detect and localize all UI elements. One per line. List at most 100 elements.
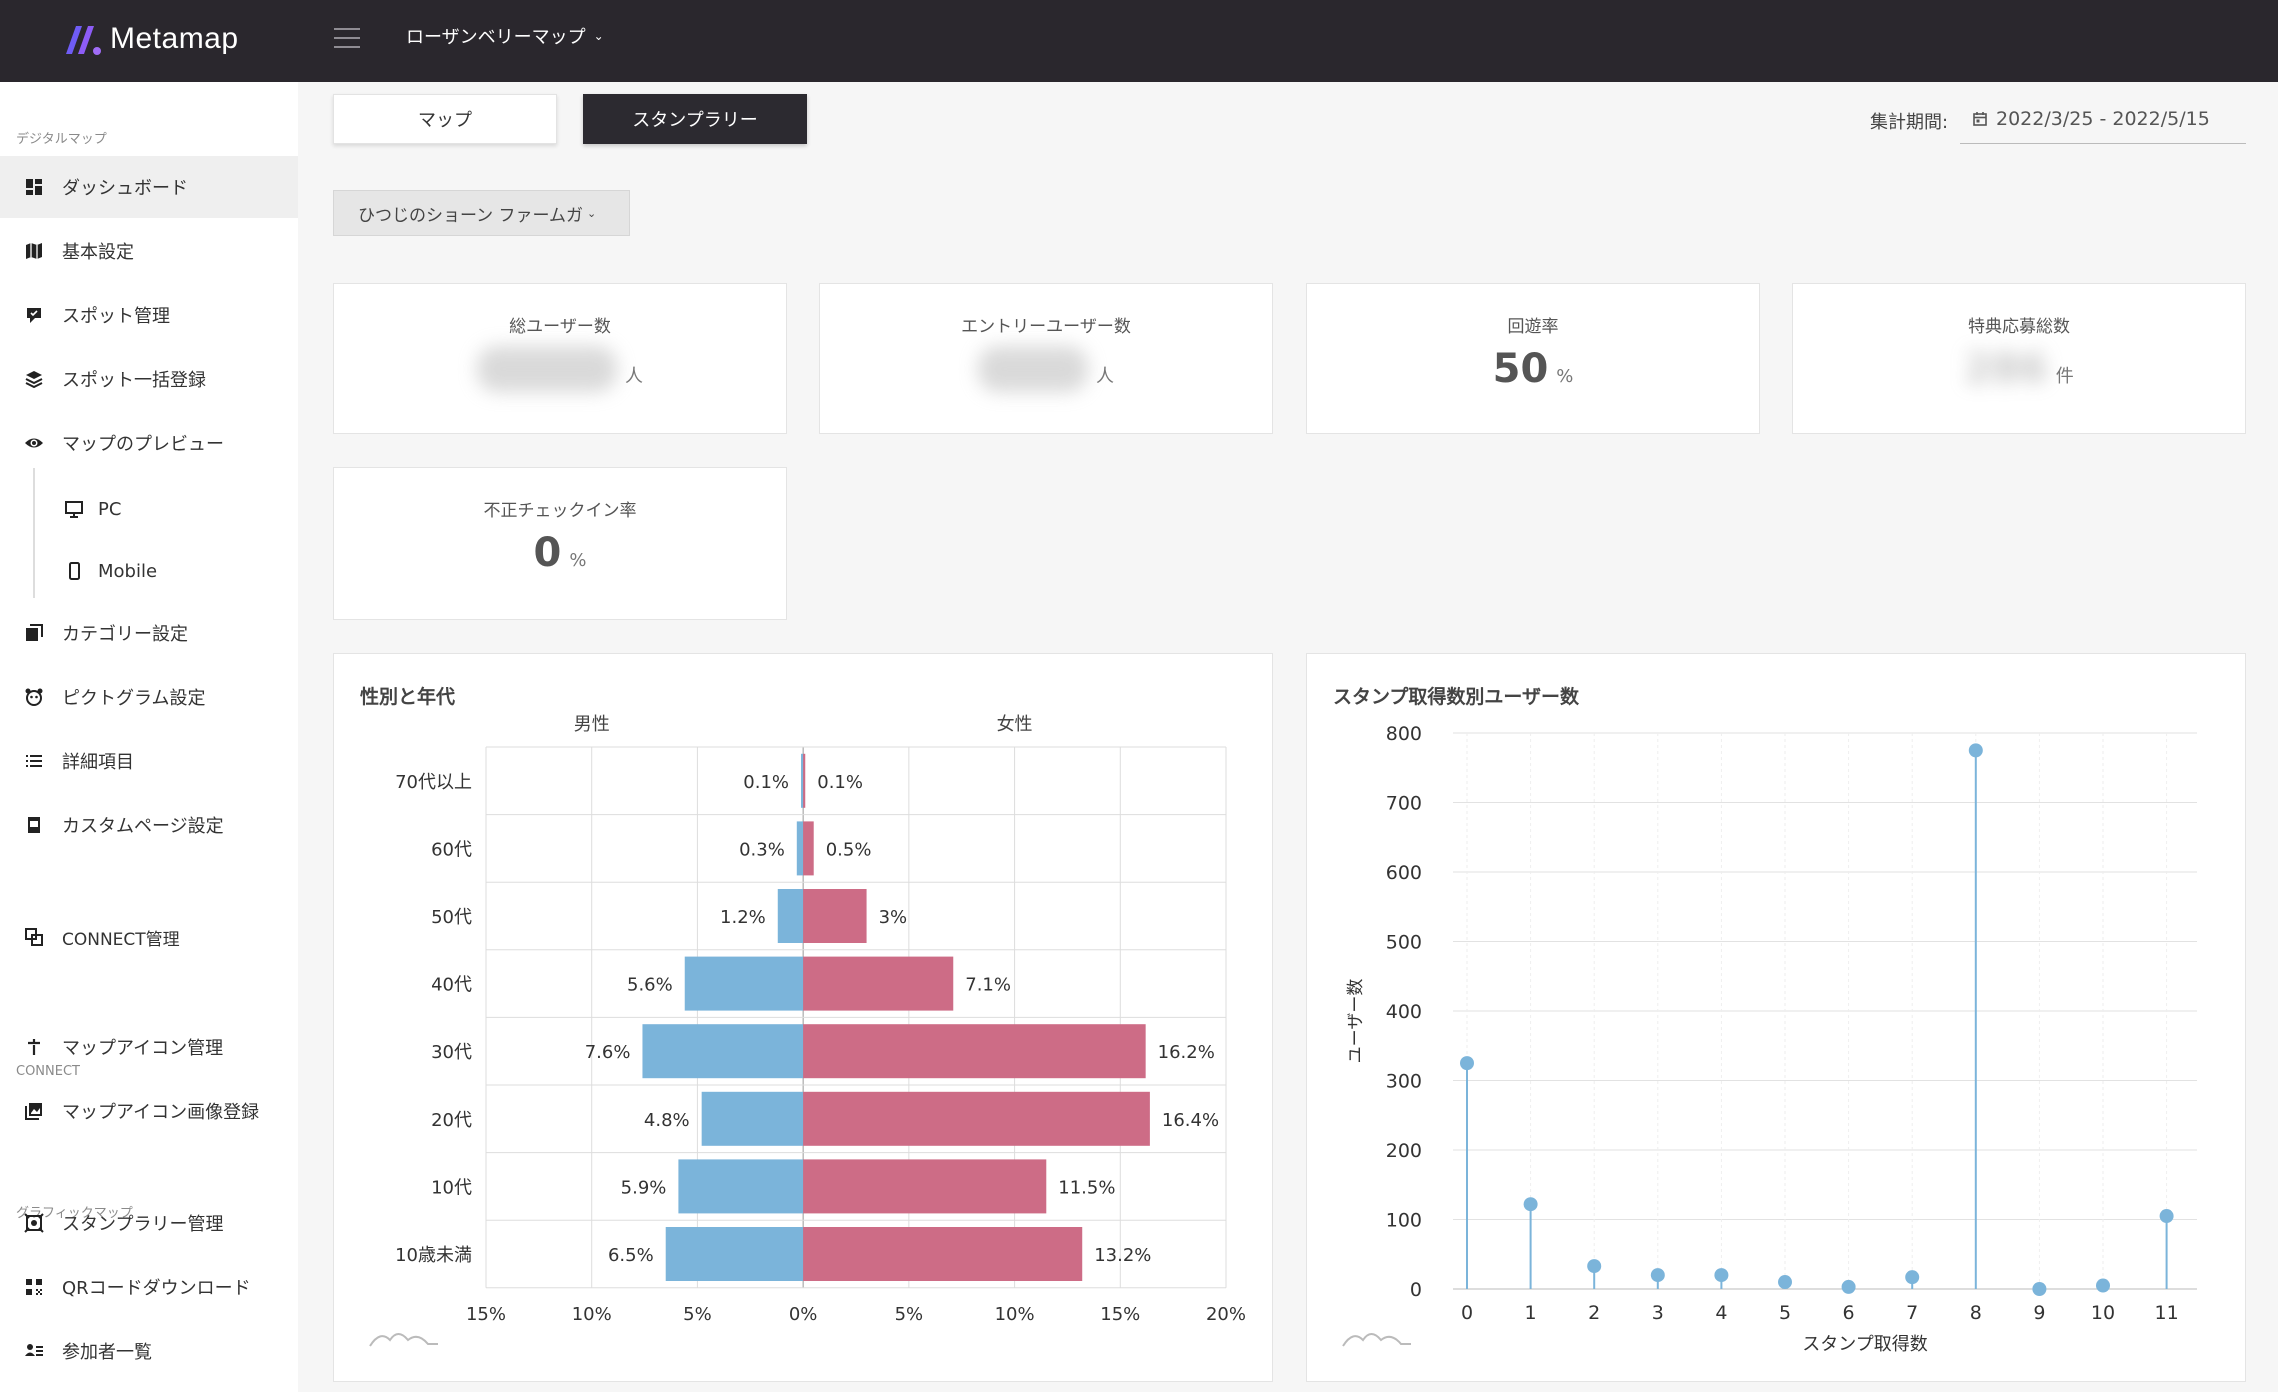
y-tick-label: 400 — [1386, 1001, 1422, 1023]
chevron-down-icon: ⌄ — [593, 29, 604, 43]
dashboard-icon — [22, 175, 46, 199]
bar-female — [803, 1024, 1146, 1079]
sidebar-item-qr[interactable]: QRコードダウンロード — [0, 1256, 298, 1318]
x-tick-label: 0% — [789, 1304, 818, 1325]
stat-unit: % — [1556, 366, 1574, 387]
data-label-male: 5.9% — [621, 1177, 667, 1198]
bar-male — [796, 821, 804, 876]
data-point — [1587, 1259, 1602, 1274]
submenu-guide-line — [33, 468, 35, 598]
gender-age-chart-card: 性別と年代 男性 女性 15% 10% 5% 0% 5% 10% 15% 20% 70代以上 0.1%… — [333, 653, 1273, 1382]
eye-icon — [22, 431, 46, 455]
sidebar-item-list[interactable]: 詳細項目 — [0, 730, 298, 792]
y-tick-label: 300 — [1386, 1071, 1422, 1093]
y-tick-label: 200 — [1386, 1140, 1422, 1162]
data-point — [1841, 1279, 1856, 1294]
sidebar-item-dashboard[interactable]: ダッシュボード — [0, 156, 298, 218]
chart-watermark-icon — [1342, 1333, 1411, 1347]
x-tick-label: 9 — [2033, 1302, 2045, 1324]
sidebar-item-eye[interactable]: マップのプレビュー — [0, 412, 298, 474]
gender-age-pyramid-chart: 男性 女性 15% 10% 5% 0% 5% 10% 15% 20% 70代以上 0.1% 0.1% 60… — [395, 714, 1246, 1325]
bar-female — [803, 889, 867, 943]
sidebar-item-connect[interactable]: CONNECT管理 — [0, 906, 298, 968]
sidebar-item-label: 基本設定 — [62, 242, 134, 263]
x-tick-label: 7 — [1906, 1302, 1918, 1324]
menu-toggle-icon[interactable] — [334, 28, 360, 48]
data-point — [1778, 1275, 1792, 1290]
sidebar-item-image[interactable]: マップアイコン画像登録 — [0, 1080, 298, 1142]
period-value: 2022/3/25 - 2022/5/15 — [1996, 107, 2210, 130]
sidebar-item-label: QRコードダウンロード — [62, 1278, 251, 1299]
x-tick-label: 1 — [1525, 1302, 1537, 1324]
sidebar-item-monitor[interactable]: PC — [0, 478, 298, 540]
sidebar-item-pin[interactable]: マップアイコン管理 — [0, 1016, 298, 1078]
data-label-female: 0.5% — [826, 839, 872, 860]
bar-male — [684, 956, 804, 1011]
layers-icon — [22, 367, 46, 391]
x-tick-label: 10% — [572, 1304, 612, 1325]
category-label: 30代 — [431, 1042, 472, 1063]
sidebar-item-layers[interactable]: スポット一括登録 — [0, 348, 298, 410]
sidebar-item-stamp[interactable]: スタンプラリー管理 — [0, 1192, 298, 1254]
period-picker[interactable]: 2022/3/25 - 2022/5/15 — [1960, 94, 2246, 144]
x-tick-label: 3 — [1652, 1302, 1664, 1324]
stat-card-fraud-checkin-rate: 不正チェックイン率 0% — [333, 467, 787, 620]
bar-male — [701, 1091, 804, 1146]
sidebar-item-label: スポット管理 — [62, 306, 170, 327]
sidebar-item-map[interactable]: 基本設定 — [0, 220, 298, 282]
x-tick-label: 4 — [1715, 1302, 1727, 1324]
data-label-male: 7.6% — [585, 1042, 631, 1063]
map-name: ローザンベリーマップ — [406, 27, 586, 48]
sidebar-item-participants[interactable]: 参加者一覧 — [0, 1320, 298, 1382]
stat-value: 0 — [533, 530, 562, 576]
sidebar-item-collection[interactable]: カテゴリー設定 — [0, 602, 298, 664]
sidebar-section-heading: CONNECT — [16, 1064, 80, 1079]
sidebar-item-label: スタンプラリー管理 — [62, 1214, 224, 1235]
chart-title: スタンプ取得数別ユーザー数 — [1333, 686, 1580, 708]
chevron-down-icon: ⌄ — [587, 206, 597, 220]
list-icon — [22, 749, 46, 773]
monitor-icon — [62, 497, 86, 521]
stat-unit: 件 — [2055, 366, 2074, 387]
metamap-logo-icon — [66, 26, 101, 55]
x-tick-label: 15% — [466, 1304, 506, 1325]
stat-unit: 人 — [625, 366, 643, 387]
stat-card-circulation-rate: 回遊率 50% — [1306, 283, 1760, 434]
sidebar-item-pictogram[interactable]: ピクトグラム設定 — [0, 666, 298, 728]
data-label-male: 1.2% — [720, 907, 766, 928]
tab-map[interactable]: マップ — [333, 94, 557, 144]
sidebar-item-smartphone[interactable]: Mobile — [0, 540, 298, 602]
data-label-female: 7.1% — [965, 975, 1011, 996]
bar-male — [642, 1024, 804, 1079]
x-tick-label: 5% — [683, 1304, 712, 1325]
map-selector[interactable]: ローザンベリーマップ ⌄ — [406, 22, 604, 50]
tab-stamp-rally[interactable]: スタンプラリー — [583, 94, 807, 144]
tab-stamp-rally-label: スタンプラリー — [632, 110, 758, 131]
x-tick-label: 0 — [1461, 1302, 1473, 1324]
farm-name: ひつじのショーン ファームガ — [358, 205, 584, 226]
category-label: 20代 — [431, 1110, 472, 1131]
data-point — [2032, 1282, 2047, 1296]
data-point — [1460, 1056, 1474, 1071]
data-label-female: 3% — [879, 907, 908, 928]
farm-selector[interactable]: ひつじのショーン ファームガ ⌄ — [333, 190, 630, 236]
sidebar-item-page[interactable]: カスタムページ設定 — [0, 794, 298, 856]
stat-title: 回遊率 — [1507, 317, 1559, 337]
bar-female — [803, 956, 954, 1011]
sidebar-item-label: マップアイコン管理 — [62, 1038, 224, 1059]
connect-icon — [22, 925, 46, 949]
stamp-icon — [22, 1211, 46, 1235]
sidebar-item-label: カスタムページ設定 — [62, 816, 224, 837]
data-point — [1905, 1270, 1920, 1285]
app-logo[interactable]: Metamap — [62, 20, 239, 58]
y-tick-label: 600 — [1386, 862, 1422, 884]
sidebar-item-add-location[interactable]: スポット管理 — [0, 284, 298, 346]
app-name: Metamap — [110, 22, 239, 55]
sidebar-item-label: 参加者一覧 — [62, 1342, 152, 1363]
series-label-male: 男性 — [574, 714, 610, 735]
data-label-male: 0.3% — [739, 839, 785, 860]
bar-male — [665, 1227, 804, 1281]
sidebar-item-label: Mobile — [98, 560, 158, 582]
x-axis-label: スタンプ取得数 — [1802, 1334, 1927, 1354]
category-label: 40代 — [431, 975, 472, 996]
